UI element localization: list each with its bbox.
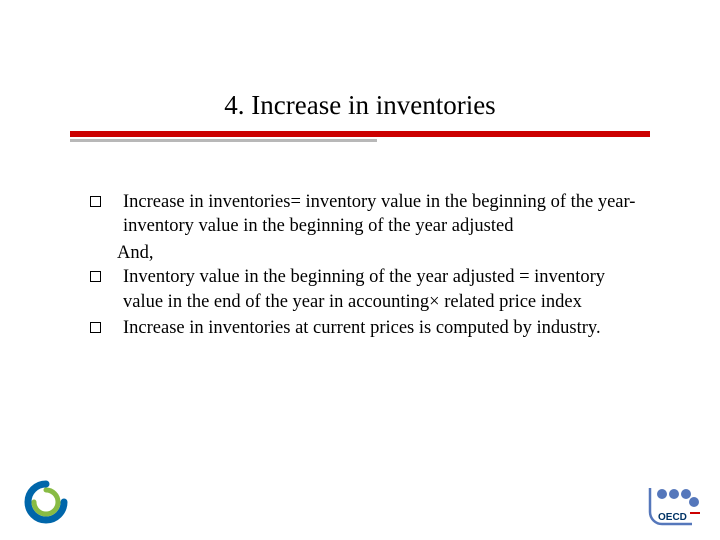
square-bullet-icon bbox=[90, 271, 101, 282]
svg-text:OECD: OECD bbox=[658, 512, 687, 523]
slide-title: 4. Increase in inventories bbox=[60, 90, 660, 121]
bullet-subtext: And, bbox=[117, 241, 640, 265]
swirl-logo-icon bbox=[22, 478, 70, 526]
bullet-text: Increase in inventories= inventory value… bbox=[123, 190, 640, 239]
bullet-text: Inventory value in the beginning of the … bbox=[123, 265, 640, 314]
slide: 4. Increase in inventories Increase in i… bbox=[0, 0, 720, 540]
bullet-text: Increase in inventories at current price… bbox=[123, 316, 601, 340]
list-item: Increase in inventories at current price… bbox=[90, 316, 640, 340]
square-bullet-icon bbox=[90, 322, 101, 333]
accent-line bbox=[70, 131, 650, 137]
content-area: Increase in inventories= inventory value… bbox=[60, 190, 660, 340]
oecd-logo-icon: OECD bbox=[644, 484, 702, 528]
title-underline bbox=[70, 131, 650, 142]
list-item: Increase in inventories= inventory value… bbox=[90, 190, 640, 239]
list-item: Inventory value in the beginning of the … bbox=[90, 265, 640, 314]
sub-line bbox=[70, 139, 377, 142]
square-bullet-icon bbox=[90, 196, 101, 207]
